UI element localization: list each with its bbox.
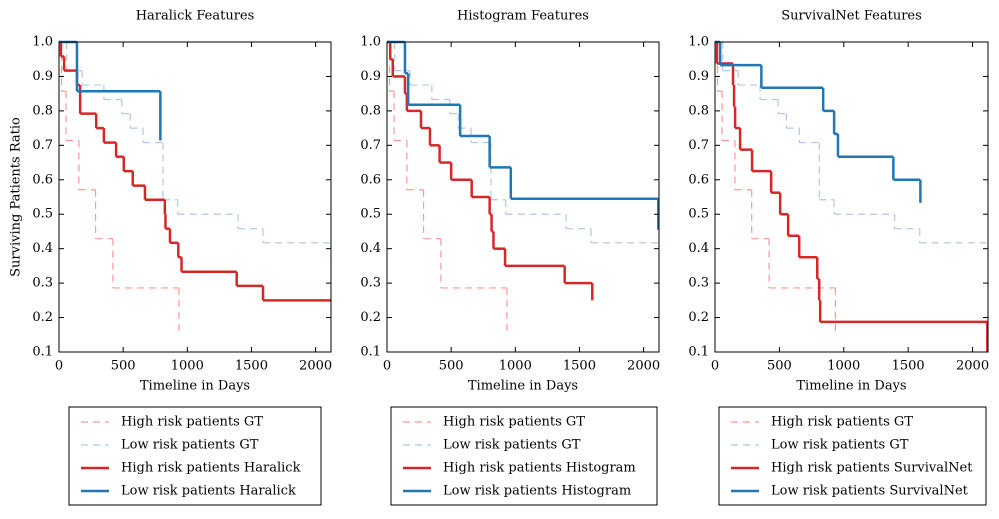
legend-label: High risk patients GT: [443, 415, 585, 430]
legend-box: [390, 406, 658, 506]
y-tick-label: 0.9: [688, 69, 709, 84]
y-axis-label: Surviving Patients Ratio: [9, 117, 24, 277]
y-tick-label: 0.7: [360, 138, 381, 153]
x-tick-label: 1500: [563, 359, 596, 374]
y-tick-label: 0.7: [688, 138, 709, 153]
x-axis-label: Timeline in Days: [468, 379, 578, 394]
y-tick-label: 0.9: [360, 69, 381, 84]
series: [715, 41, 837, 332]
y-tick-label: 0.5: [360, 207, 381, 222]
y-tick-label: 0.8: [32, 103, 53, 118]
y-tick-label: 0.7: [32, 138, 53, 153]
y-tick-label: 0.2: [688, 310, 709, 325]
subplot-title: SurvivalNet Features: [781, 9, 922, 24]
x-tick-label: 1500: [892, 359, 925, 374]
x-tick-label: 1000: [171, 359, 204, 374]
subplot-title: Histogram Features: [457, 9, 589, 24]
series: [387, 40, 594, 301]
legend-label: High risk patients SurvivalNet: [771, 461, 973, 476]
plot-frame: [714, 41, 989, 353]
series: [715, 40, 988, 352]
y-tick-label: 0.4: [360, 241, 381, 256]
y-tick-label: 0.6: [32, 172, 53, 187]
y-tick-label: 0.3: [360, 276, 381, 291]
y-tick-label: 1.0: [360, 35, 381, 50]
y-tick-label: 0.8: [688, 103, 709, 118]
series: [715, 41, 988, 244]
legend-label: High risk patients GT: [771, 415, 913, 430]
x-tick-label: 500: [767, 359, 792, 374]
x-tick-label: 500: [111, 359, 136, 374]
series: [387, 41, 659, 244]
y-tick-label: 0.6: [360, 172, 381, 187]
y-tick-label: 0.4: [32, 241, 53, 256]
legend-label: Low risk patients GT: [771, 438, 909, 453]
x-tick-label: 2000: [956, 359, 989, 374]
x-tick-label: 1000: [499, 359, 532, 374]
subplot-title: Haralick Features: [136, 9, 255, 24]
y-tick-label: 0.2: [32, 310, 53, 325]
legend-label: Low risk patients GT: [121, 438, 259, 453]
y-tick-label: 0.1: [688, 345, 709, 360]
legend-label: Low risk patients SurvivalNet: [771, 484, 969, 499]
series: [387, 40, 659, 230]
x-axis-label: Timeline in Days: [140, 379, 250, 394]
legend-label: High risk patients Haralick: [121, 461, 301, 476]
legend-label: Low risk patients Haralick: [121, 484, 296, 499]
x-tick-label: 0: [55, 359, 63, 374]
y-tick-label: 0.5: [688, 207, 709, 222]
series-group: [59, 40, 331, 332]
series: [59, 41, 180, 332]
x-axis-label: Timeline in Days: [796, 379, 906, 394]
y-tick-label: 1.0: [688, 35, 709, 50]
series: [59, 40, 162, 141]
y-tick-label: 0.3: [688, 276, 709, 291]
legend-label: High risk patients GT: [121, 415, 263, 430]
series-group: [387, 40, 659, 332]
series: [59, 40, 331, 302]
x-tick-label: 2000: [299, 359, 332, 374]
x-tick-label: 2000: [627, 359, 660, 374]
y-tick-label: 0.9: [32, 69, 53, 84]
series: [387, 41, 508, 332]
x-tick-label: 500: [439, 359, 464, 374]
subplot: Haralick Features Timeline in Days Survivi…: [9, 9, 332, 506]
x-tick-label: 0: [711, 359, 719, 374]
legend: High risk patients GT Low risk patients G…: [718, 406, 987, 506]
legend-label: High risk patients Histogram: [443, 461, 636, 476]
y-tick-label: 0.4: [688, 241, 709, 256]
legend: High risk patients GT Low risk patients G…: [390, 406, 658, 506]
y-tick-label: 0.1: [360, 345, 381, 360]
y-tick-label: 0.6: [688, 172, 709, 187]
x-tick-label: 1000: [827, 359, 860, 374]
plot-frame: [386, 41, 660, 353]
series-group: [715, 40, 988, 352]
y-tick-label: 1.0: [32, 35, 53, 50]
subplot: Histogram Features Timeline in Days 0.1 0.2…: [360, 9, 660, 506]
y-tick-label: 0.1: [32, 345, 53, 360]
legend: High risk patients GT Low risk patients G…: [68, 406, 322, 506]
y-tick-label: 0.3: [32, 276, 53, 291]
y-tick-label: 0.2: [360, 310, 381, 325]
legend-box: [68, 406, 322, 506]
x-tick-label: 1500: [235, 359, 268, 374]
x-tick-label: 0: [383, 359, 391, 374]
legend-label: Low risk patients GT: [443, 438, 581, 453]
plot-frame: [58, 41, 332, 353]
legend-label: Low risk patients Histogram: [443, 484, 631, 499]
y-tick-label: 0.5: [32, 207, 53, 222]
legend-box: [718, 406, 987, 506]
series: [715, 40, 922, 203]
y-tick-label: 0.8: [360, 103, 381, 118]
series: [59, 41, 331, 244]
